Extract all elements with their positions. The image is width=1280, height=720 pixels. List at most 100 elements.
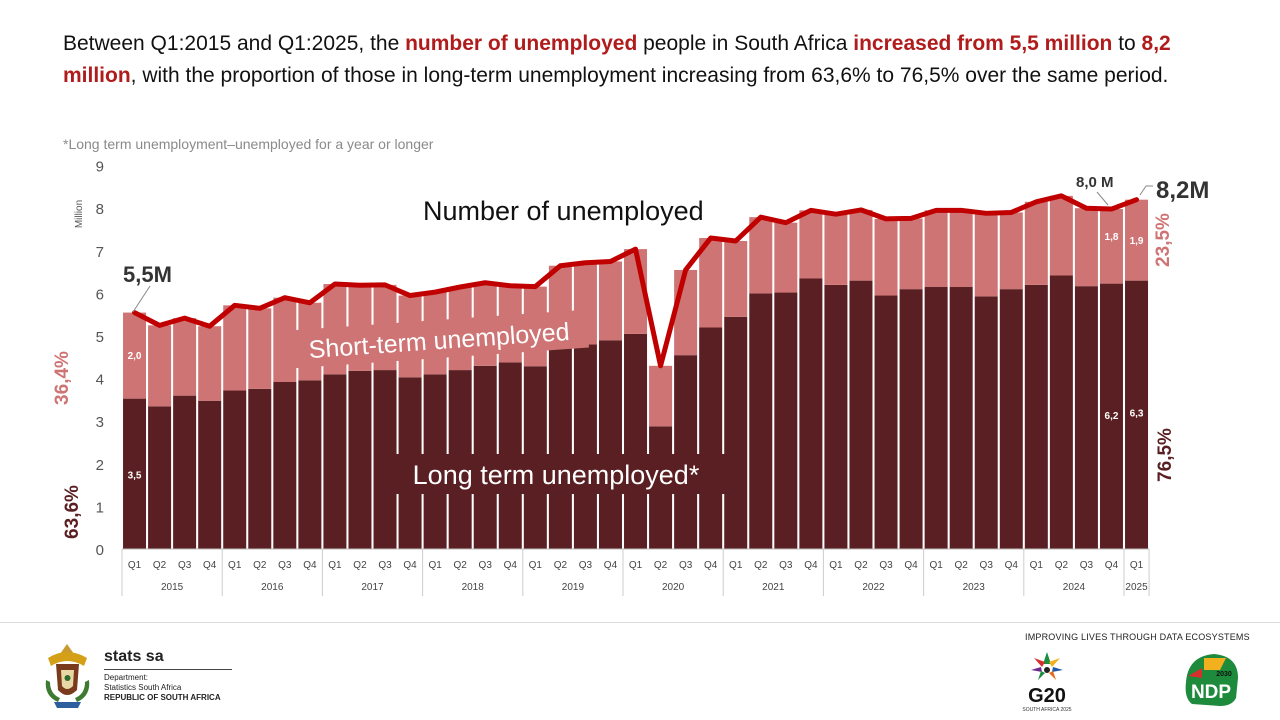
bar-long-term (924, 287, 948, 549)
x-tick-quarter: Q3 (178, 560, 192, 571)
bar-short-term (123, 312, 147, 399)
x-tick-quarter: Q3 (779, 560, 793, 571)
y-tick-label: 6 (96, 286, 104, 303)
x-tick-quarter: Q3 (879, 560, 893, 571)
x-tick-year: 2017 (361, 582, 384, 593)
dept-line-2: Statistics South Africa (104, 683, 182, 692)
x-tick-quarter: Q4 (704, 560, 718, 571)
bar-long-term (624, 333, 648, 549)
series-label-long: Long term unemployed* (413, 460, 700, 490)
bar-short-term (173, 318, 197, 396)
data-label-short-first: 2,0 (128, 351, 142, 362)
long-term-label-bg (385, 454, 725, 494)
tagline: IMPROVING LIVES THROUGH DATA ECOSYSTEMS (1025, 632, 1250, 642)
bar-long-term (598, 340, 622, 549)
end-callout-line (1139, 185, 1153, 196)
x-tick-quarter: Q2 (754, 560, 768, 571)
bar-long-term (548, 345, 572, 549)
data-label-short-last: 1,9 (1130, 236, 1144, 247)
bar-long-term (198, 400, 222, 549)
bar-short-term (198, 326, 222, 401)
bar-short-term (649, 365, 673, 427)
y-tick-label: 5 (96, 329, 104, 346)
x-tick-quarter: Q3 (579, 560, 593, 571)
x-tick-quarter: Q1 (529, 560, 543, 571)
x-tick-quarter: Q1 (629, 560, 643, 571)
data-label-long-first: 3,5 (128, 470, 142, 481)
org-name: stats sa (104, 648, 164, 665)
bar-long-term (874, 295, 898, 549)
x-tick-quarter: Q1 (829, 560, 843, 571)
q4-2024-callout-line (1096, 191, 1109, 206)
bar-long-term (323, 374, 347, 549)
bar-long-term (974, 296, 998, 549)
dept-line-1: Department: (104, 673, 149, 682)
bar-short-term (924, 210, 948, 288)
x-tick-quarter: Q1 (929, 560, 943, 571)
dept-line-3: REPUBLIC OF SOUTH AFRICA (104, 693, 221, 702)
x-tick-quarter: Q2 (955, 560, 969, 571)
x-tick-quarter: Q3 (378, 560, 392, 571)
x-tick-year: 2021 (762, 582, 785, 593)
x-tick-year: 2023 (963, 582, 986, 593)
bar-short-term (974, 213, 998, 297)
start-long-pct: 63,6% (62, 485, 83, 539)
y-tick-label: 8 (96, 201, 104, 218)
headline-highlight-3: 8,2 million (63, 32, 1171, 87)
bar-long-term (699, 327, 723, 549)
x-tick-quarter: Q3 (479, 560, 493, 571)
bar-long-term (749, 293, 773, 549)
y-tick-label: 3 (96, 414, 104, 431)
bar-short-term (774, 222, 798, 293)
bar-long-term (298, 380, 322, 549)
g20-subtext: SOUTH AFRICA 2025 (1022, 707, 1071, 713)
x-tick-year: 2019 (562, 582, 585, 593)
bar-short-term (999, 212, 1023, 290)
g20-text: G20 (1028, 685, 1066, 707)
x-tick-quarter: Q4 (904, 560, 918, 571)
x-tick-quarter: Q3 (1080, 560, 1094, 571)
headline-text-1: Between Q1:2015 and Q1:2025, the (63, 32, 406, 55)
bar-long-term (824, 284, 848, 549)
bar-long-term (148, 406, 172, 549)
bar-short-term (749, 217, 773, 294)
x-tick-quarter: Q3 (980, 560, 994, 571)
x-tick-quarter: Q2 (153, 560, 167, 571)
total-unemployed-line (132, 193, 1140, 369)
x-tick-quarter: Q4 (403, 560, 417, 571)
headline-text-3: to (1112, 32, 1142, 55)
x-tick-year: 2020 (662, 582, 685, 593)
x-tick-year: 2016 (261, 582, 284, 593)
bar-long-term (899, 289, 923, 549)
bar-long-term (223, 390, 247, 549)
bar-long-term (1024, 284, 1048, 549)
data-label-short-q4-2024: 1,8 (1105, 232, 1119, 243)
bar-long-term (799, 278, 823, 549)
x-tick-quarter: Q3 (679, 560, 693, 571)
bar-short-term (899, 218, 923, 290)
bar-short-term (598, 261, 622, 341)
x-tick-quarter: Q4 (203, 560, 217, 571)
bar-long-term (674, 355, 698, 549)
bar-long-term (724, 316, 748, 549)
bar-long-term (774, 292, 798, 549)
y-tick-label: 9 (96, 159, 104, 176)
ndp-year: 2030 (1216, 671, 1232, 678)
bar-short-term (1099, 209, 1123, 284)
bar-short-term (699, 238, 723, 328)
bar-short-term (874, 218, 898, 296)
x-tick-year: 2015 (161, 582, 184, 593)
bar-short-term (949, 210, 973, 288)
x-tick-quarter: Q1 (228, 560, 242, 571)
y-tick-label: 0 (96, 542, 104, 559)
x-tick-quarter: Q4 (804, 560, 818, 571)
bar-short-term (248, 308, 272, 389)
x-tick-quarter: Q2 (353, 560, 367, 571)
footnote: *Long term unemployment–unemployed for a… (63, 136, 434, 152)
end-total-label: 8,2M (1156, 177, 1209, 204)
x-tick-quarter: Q2 (654, 560, 668, 571)
bar-short-term (799, 210, 823, 279)
headline-highlight-2: increased from 5,5 million (853, 32, 1113, 55)
q4-2024-total-label: 8,0 M (1076, 174, 1114, 191)
bar-long-term (1125, 280, 1149, 549)
